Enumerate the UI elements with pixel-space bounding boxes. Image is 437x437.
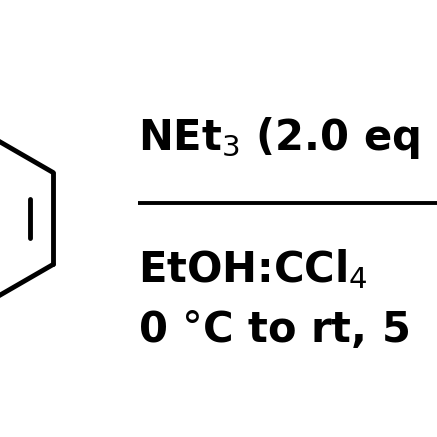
Text: 0 $\degree$C to rt, 5: 0 $\degree$C to rt, 5 [138, 309, 409, 351]
Text: NEt$_3$ (2.0 eq: NEt$_3$ (2.0 eq [138, 114, 419, 161]
Text: EtOH:CCl$_4$: EtOH:CCl$_4$ [138, 247, 368, 291]
